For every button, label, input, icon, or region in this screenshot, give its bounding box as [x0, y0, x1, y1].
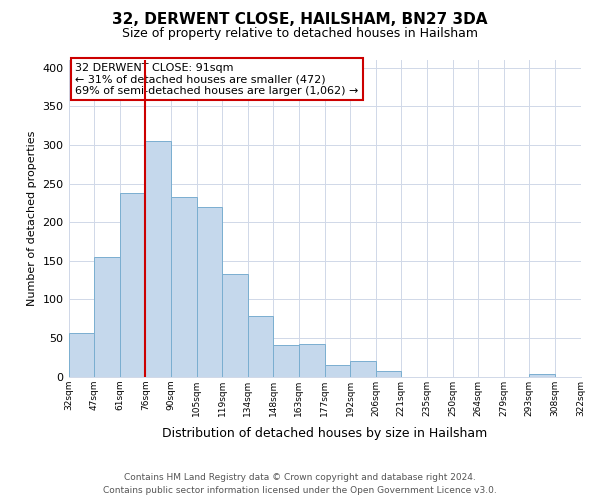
Text: 32, DERWENT CLOSE, HAILSHAM, BN27 3DA: 32, DERWENT CLOSE, HAILSHAM, BN27 3DA: [112, 12, 488, 28]
X-axis label: Distribution of detached houses by size in Hailsham: Distribution of detached houses by size …: [162, 427, 487, 440]
Y-axis label: Number of detached properties: Number of detached properties: [27, 130, 37, 306]
Text: Size of property relative to detached houses in Hailsham: Size of property relative to detached ho…: [122, 28, 478, 40]
Bar: [94, 257, 120, 376]
Bar: [299, 344, 325, 376]
Bar: [274, 345, 299, 376]
Bar: [120, 193, 145, 376]
Bar: [222, 274, 248, 376]
Text: 32 DERWENT CLOSE: 91sqm
← 31% of detached houses are smaller (472)
69% of semi-d: 32 DERWENT CLOSE: 91sqm ← 31% of detache…: [76, 63, 359, 96]
Bar: [529, 374, 555, 376]
Bar: [325, 365, 350, 376]
Bar: [350, 362, 376, 376]
Bar: [68, 332, 94, 376]
Bar: [171, 196, 197, 376]
Bar: [376, 372, 401, 376]
Bar: [248, 316, 274, 376]
Text: Contains HM Land Registry data © Crown copyright and database right 2024.
Contai: Contains HM Land Registry data © Crown c…: [103, 473, 497, 495]
Bar: [145, 141, 171, 376]
Bar: [197, 207, 222, 376]
